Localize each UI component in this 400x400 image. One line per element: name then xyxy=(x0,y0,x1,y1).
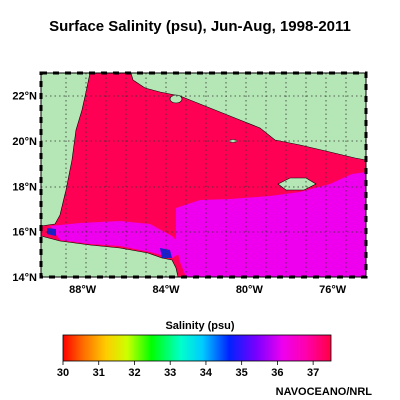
colorbar-title: Salinity (psu) xyxy=(165,320,235,332)
ocean-mid-salinity xyxy=(176,172,366,277)
colorbar-tick-label: 33 xyxy=(164,367,176,379)
lat-tick-label: 16°N xyxy=(12,227,37,239)
lon-tick-label: 84°W xyxy=(152,284,180,296)
colorbar-tick-label: 30 xyxy=(57,367,69,379)
chart-title: Surface Salinity (psu), Jun-Aug, 1998-20… xyxy=(49,18,351,35)
grid-lines xyxy=(41,73,366,277)
lat-tick-label: 14°N xyxy=(12,272,37,284)
lon-tick-label: 88°W xyxy=(69,284,97,296)
lat-tick-label: 18°N xyxy=(12,181,37,193)
lon-tick-label: 80°W xyxy=(236,284,264,296)
lat-tick-label: 22°N xyxy=(12,91,37,103)
colorbar-tick-label: 35 xyxy=(236,367,248,379)
colorbar-tick-label: 34 xyxy=(200,367,213,379)
coastal-mid-salinity xyxy=(50,221,186,258)
land-cuba xyxy=(130,73,366,161)
colorbar-tick-label: 31 xyxy=(93,367,105,379)
land-isla-juventud xyxy=(169,94,183,104)
lat-tick-label: 20°N xyxy=(12,136,37,148)
credit-label: NAVOCEANO/NRL xyxy=(275,386,372,398)
map-frame xyxy=(40,72,367,278)
lon-tick-label: 76°W xyxy=(319,284,347,296)
colorbar-tick-label: 36 xyxy=(271,367,283,379)
colorbar-tick-label: 37 xyxy=(307,367,319,379)
land-yucatan xyxy=(41,73,91,227)
colorbar-tick-label: 32 xyxy=(128,367,140,379)
land-islet xyxy=(228,139,238,143)
colorbar xyxy=(62,334,332,362)
land-central-america xyxy=(41,235,179,277)
